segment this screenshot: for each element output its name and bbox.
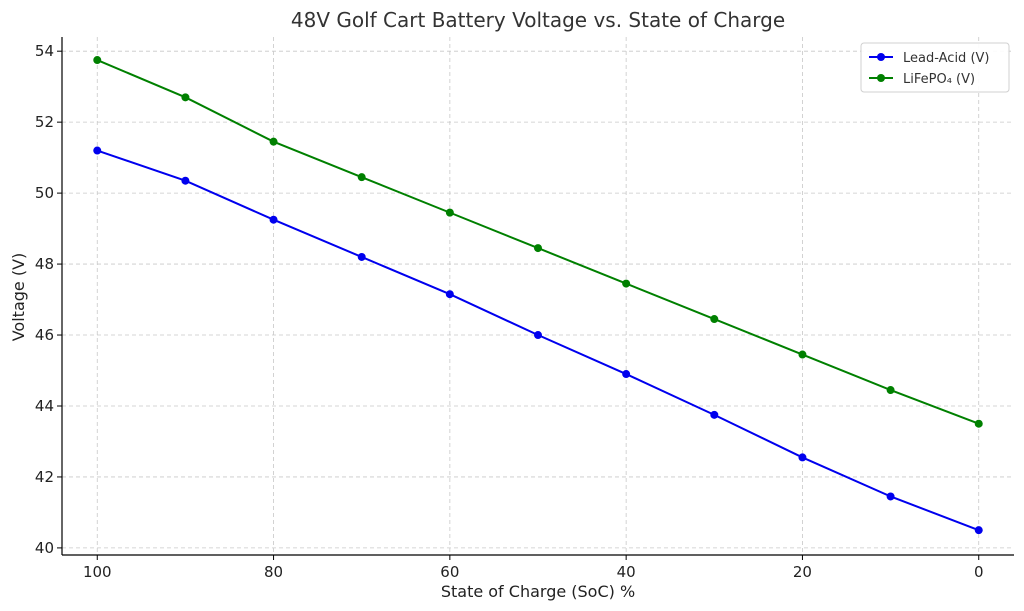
y-tick-label: 54 bbox=[35, 42, 54, 60]
lifepo4-point bbox=[181, 93, 190, 102]
y-tick-label: 40 bbox=[35, 539, 54, 557]
lead-acid-point bbox=[357, 252, 366, 261]
lifepo4-point bbox=[622, 279, 631, 288]
x-tick-label: 40 bbox=[617, 563, 636, 581]
x-tick-label: 0 bbox=[974, 563, 984, 581]
lead-acid-point bbox=[622, 370, 631, 379]
y-tick-label: 42 bbox=[35, 468, 54, 486]
chart-title: 48V Golf Cart Battery Voltage vs. State … bbox=[291, 8, 785, 32]
lead-acid-point bbox=[974, 526, 983, 535]
x-tick-label: 20 bbox=[793, 563, 812, 581]
y-tick-label: 52 bbox=[35, 113, 54, 131]
lifepo4-point bbox=[445, 208, 454, 217]
axes bbox=[61, 37, 1014, 556]
lifepo4-point bbox=[357, 173, 366, 182]
lifepo4-point bbox=[798, 350, 807, 359]
x-tick-label: 100 bbox=[83, 563, 112, 581]
series-group bbox=[93, 56, 983, 535]
ticks: 100 80 60 40 20 0 40 42 44 46 48 50 52 54 bbox=[35, 42, 984, 581]
legend-lead-acid-swatch-marker bbox=[877, 53, 885, 61]
y-tick-label: 46 bbox=[35, 326, 54, 344]
lifepo4-point bbox=[974, 419, 983, 428]
lifepo4-series-line bbox=[96, 59, 980, 425]
lead-acid-point bbox=[93, 146, 102, 155]
lifepo4-point bbox=[886, 386, 895, 395]
lifepo4-point bbox=[534, 244, 542, 253]
y-tick-label: 44 bbox=[35, 397, 54, 415]
legend: Lead-Acid (V) LiFePO₄ (V) bbox=[860, 42, 1010, 93]
lead-acid-point bbox=[534, 331, 542, 340]
x-tick-label: 60 bbox=[440, 563, 459, 581]
grid bbox=[62, 37, 1014, 555]
lifepo4-point bbox=[93, 56, 102, 65]
legend-lifepo4-label: LiFePO₄ (V) bbox=[903, 72, 975, 87]
lead-acid-point bbox=[710, 410, 719, 419]
x-axis-label: State of Charge (SoC) % bbox=[441, 582, 635, 601]
y-tick-label: 50 bbox=[35, 184, 54, 202]
legend-lifepo4-swatch-marker bbox=[877, 74, 885, 82]
lead-acid-point bbox=[886, 492, 895, 501]
lead-acid-point bbox=[445, 290, 454, 299]
lifepo4-point bbox=[269, 137, 278, 146]
lead-acid-point bbox=[181, 176, 190, 185]
y-axis-label: Voltage (V) bbox=[9, 253, 28, 342]
legend-box bbox=[860, 42, 1010, 93]
lead-acid-point bbox=[798, 453, 807, 462]
lead-acid-series-line bbox=[96, 149, 980, 532]
legend-lead-acid-label: Lead-Acid (V) bbox=[903, 51, 989, 66]
y-tick-label: 48 bbox=[35, 255, 54, 273]
lead-acid-point bbox=[269, 215, 278, 224]
x-tick-label: 80 bbox=[264, 563, 283, 581]
lifepo4-point bbox=[710, 315, 719, 324]
